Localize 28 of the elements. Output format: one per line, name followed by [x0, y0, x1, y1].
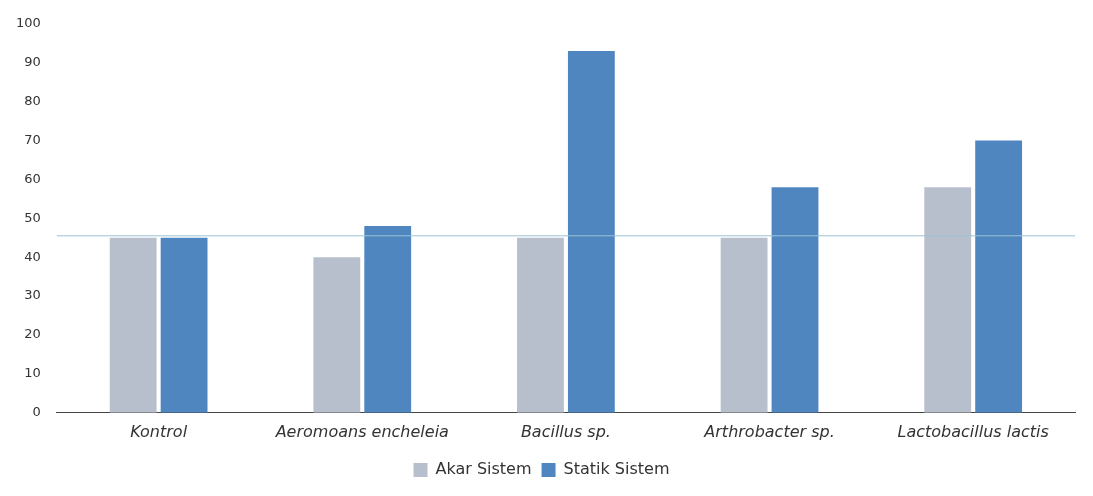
x-tick-label: Kontrol — [130, 421, 188, 441]
x-tick-label: Lactobacillus lactis — [897, 421, 1049, 441]
bar — [567, 51, 615, 413]
y-tick-label: 10 — [24, 365, 41, 381]
y-tick-label: 100 — [15, 15, 41, 31]
bar — [975, 140, 1023, 413]
legend-label: Statik Sistem — [563, 459, 670, 479]
bar — [313, 257, 361, 413]
y-tick-label: 80 — [24, 92, 41, 108]
y-tick-label: 0 — [32, 404, 41, 420]
x-tick-label: Aeromoans encheleia — [274, 421, 449, 441]
y-tick-label: 70 — [24, 131, 41, 147]
y-tick-label: 20 — [24, 326, 41, 342]
y-tick-label: 60 — [24, 170, 41, 186]
x-tick-label: Bacillus sp. — [520, 421, 611, 441]
x-tick-label: Arthrobacter sp. — [703, 421, 835, 441]
bar — [517, 237, 564, 413]
legend-label: Akar Sistem — [435, 459, 532, 479]
bar — [364, 226, 412, 413]
y-tick-label: 40 — [24, 248, 41, 264]
y-tick-label: 50 — [24, 209, 41, 225]
bar — [771, 187, 819, 413]
bar — [160, 237, 208, 413]
y-tick-label: 30 — [24, 287, 41, 303]
y-tick-label: 90 — [24, 54, 41, 70]
bar — [109, 237, 157, 413]
bar — [720, 237, 768, 413]
bar — [924, 187, 972, 413]
